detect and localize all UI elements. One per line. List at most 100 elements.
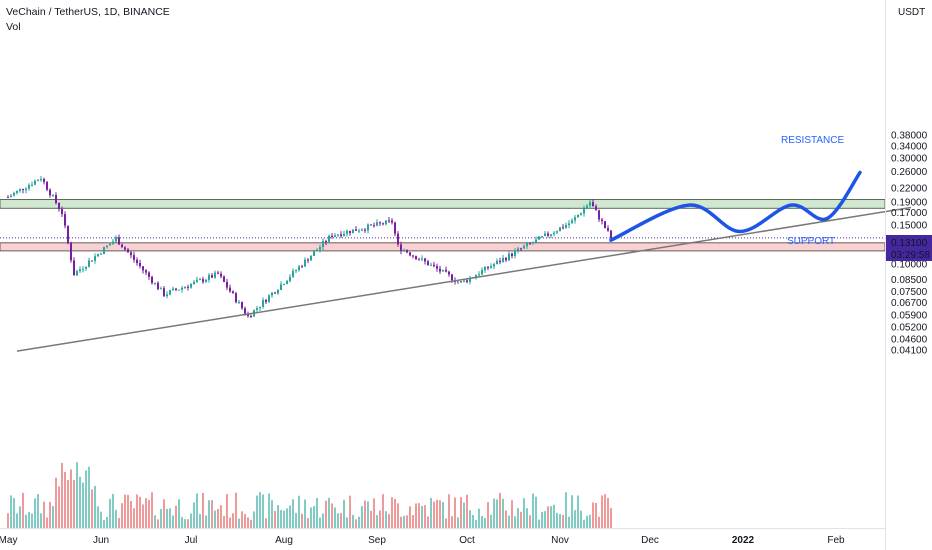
volume-bar (34, 498, 36, 528)
candle-body (259, 306, 261, 309)
candle-body (187, 287, 189, 289)
plot-area[interactable] (0, 0, 885, 528)
candle-body (397, 233, 399, 245)
volume-bar (421, 505, 423, 528)
candle-body (22, 188, 24, 191)
volume-bar (202, 492, 204, 528)
candle-body (445, 269, 447, 272)
candle-body (403, 250, 405, 252)
volume-bar (517, 508, 519, 528)
volume-bar (343, 499, 345, 528)
candle-body (601, 219, 603, 222)
volume-bar (346, 517, 348, 528)
last-price-label: 0.13100 (891, 238, 928, 249)
volume-bar (265, 518, 267, 528)
x-tick-label: Feb (827, 535, 845, 546)
volume-bar (340, 513, 342, 528)
volume-bar (142, 504, 144, 528)
volume-bar (589, 514, 591, 528)
volume-bar (37, 494, 39, 528)
volume-bar (10, 495, 12, 528)
candle-body (580, 213, 582, 215)
volume-bar (451, 516, 453, 528)
x-tick-label: Dec (641, 535, 659, 546)
volume-bar (70, 469, 72, 528)
candle-body (112, 241, 114, 244)
volume-bar (274, 510, 276, 528)
candle-body (463, 280, 465, 282)
candle-body (598, 210, 600, 220)
volume-bar (469, 510, 471, 528)
volume-bar (523, 498, 525, 528)
volume-bar (391, 497, 393, 528)
volume-bar (208, 500, 210, 528)
volume-bar (565, 492, 567, 528)
candle-body (145, 270, 147, 273)
candle-body (76, 271, 78, 276)
candle-body (55, 195, 57, 204)
candle-body (37, 180, 39, 182)
y-axis-unit-label: USDT (898, 7, 925, 18)
volume-bar (316, 497, 318, 528)
candle-body (280, 284, 282, 291)
line-layer (0, 170, 912, 352)
candle-body (586, 205, 588, 209)
volume-bar (586, 515, 588, 528)
x-tick-label: 2022 (732, 535, 755, 546)
time-axis[interactable]: May Jun Jul Aug Sep Oct Nov Dec 2022 Feb (0, 535, 845, 546)
candle-body (130, 252, 132, 256)
volume-bar (268, 493, 270, 528)
volume-bar (367, 501, 369, 528)
candle-body (424, 258, 426, 262)
candle-body (193, 281, 195, 285)
candle-body (241, 301, 243, 309)
volume-bar (289, 505, 291, 528)
volume-bar (190, 513, 192, 528)
volume-bar (502, 498, 504, 528)
candle-body (304, 259, 306, 267)
volume-bar (553, 504, 555, 528)
candle-body (136, 259, 138, 264)
volume-bar (493, 498, 495, 528)
volume-bar (544, 511, 546, 528)
volume-bar (538, 519, 540, 528)
candle-body (562, 227, 564, 229)
volume-bar (361, 506, 363, 528)
candle-body (475, 275, 477, 278)
y-tick-label: 0.38000 (891, 131, 928, 142)
volume-bar (88, 466, 90, 528)
volume-bar (58, 486, 60, 528)
y-tick-label: 0.15000 (891, 220, 928, 231)
candle-body (97, 253, 99, 257)
candle-body (283, 284, 285, 286)
volume-bar (130, 501, 132, 528)
volume-bar (172, 515, 174, 528)
candle-body (166, 294, 168, 297)
candle-body (58, 203, 60, 210)
candle-body (415, 256, 417, 260)
volume-bar (175, 505, 177, 528)
candle-body (52, 195, 54, 197)
volume-bar (49, 501, 51, 528)
y-tick-label: 0.34000 (891, 141, 928, 152)
volume-bar (112, 493, 114, 528)
ascending-trendline (16, 206, 912, 352)
candle-body (313, 251, 315, 256)
volume-bar (169, 508, 171, 528)
candle-body (427, 261, 429, 266)
candle-body (406, 250, 408, 253)
candle-body (505, 258, 507, 261)
candle-body (61, 209, 63, 215)
volume-bar (235, 492, 237, 528)
volume-bar (184, 519, 186, 528)
candle-body (277, 290, 279, 294)
volume-bar (478, 508, 480, 528)
volume-bar (508, 515, 510, 528)
y-tick-label: 0.22000 (891, 183, 928, 194)
volume-bar (79, 476, 81, 528)
volume-bar (31, 513, 33, 528)
candle-body (490, 266, 492, 269)
candle-body (25, 188, 27, 191)
candle-body (271, 292, 273, 296)
